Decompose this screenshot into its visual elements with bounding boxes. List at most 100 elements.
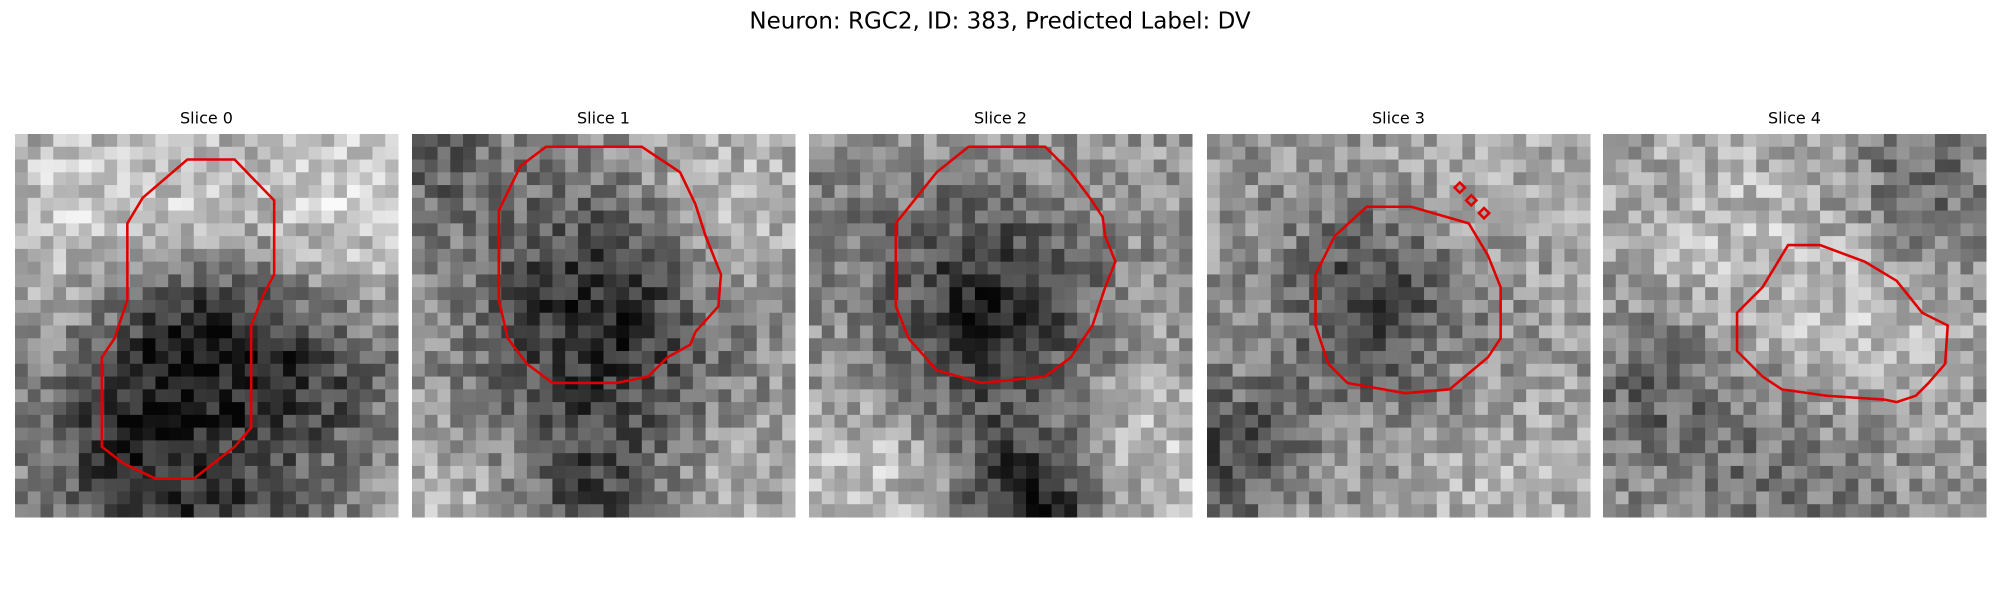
pixel: [321, 210, 335, 224]
pixel: [1449, 325, 1463, 339]
pixel: [232, 299, 246, 314]
pixel: [334, 453, 348, 467]
pixel: [1334, 440, 1348, 454]
pixel: [1513, 325, 1527, 339]
pixel: [155, 453, 169, 467]
pixel: [40, 376, 54, 390]
pixel: [270, 210, 284, 224]
pixel: [526, 453, 541, 467]
pixel: [463, 325, 477, 339]
pixel: [1807, 159, 1821, 173]
pixel: [1128, 312, 1142, 327]
pixel: [1526, 338, 1540, 352]
pixel: [1883, 159, 1898, 173]
pixel: [603, 236, 617, 250]
pixel: [1398, 159, 1412, 173]
pixel: [372, 402, 386, 416]
pixel: [1283, 363, 1297, 378]
pixel: [654, 312, 668, 327]
pixel: [1102, 402, 1116, 416]
pixel: [1245, 478, 1259, 492]
pixel: [654, 414, 668, 429]
pixel: [1258, 427, 1272, 441]
pixel: [475, 312, 490, 327]
pixel: [475, 236, 490, 250]
pixel: [718, 491, 732, 505]
pixel: [1666, 210, 1681, 224]
pixel: [1309, 197, 1323, 212]
pixel: [1858, 478, 1872, 492]
pixel: [1730, 491, 1744, 505]
pixel: [1615, 172, 1630, 186]
pixel: [1270, 389, 1285, 403]
pixel: [526, 159, 541, 173]
pixel: [1909, 287, 1923, 301]
pixel: [1896, 478, 1910, 492]
pixel: [206, 478, 220, 492]
pixel: [809, 491, 823, 505]
pixel: [1513, 351, 1527, 365]
pixel: [1258, 465, 1272, 480]
pixel: [488, 414, 502, 429]
pixel: [412, 159, 426, 173]
pixel: [91, 312, 105, 327]
pixel: [155, 465, 169, 480]
pixel: [872, 146, 887, 161]
pixel: [1500, 389, 1514, 403]
pixel: [1385, 146, 1400, 161]
pixel: [1115, 185, 1129, 199]
pixel: [193, 197, 208, 212]
pixel: [809, 299, 823, 314]
pixel: [463, 274, 477, 288]
pixel: [1179, 185, 1193, 199]
pixel: [424, 159, 439, 173]
pixel: [872, 287, 887, 301]
pixel: [1232, 389, 1246, 403]
slice-image: [1603, 134, 1987, 518]
pixel: [1845, 197, 1859, 212]
pixel: [692, 325, 707, 339]
pixel: [1641, 274, 1655, 288]
pixel: [1283, 210, 1297, 224]
pixel: [1743, 299, 1757, 314]
pixel: [1692, 504, 1706, 518]
pixel: [743, 325, 758, 339]
pixel: [1654, 223, 1668, 237]
pixel: [936, 248, 950, 263]
pixel: [1768, 312, 1783, 327]
pixel: [603, 491, 617, 505]
pixel: [1245, 236, 1259, 250]
pixel: [962, 440, 976, 454]
pixel: [1551, 465, 1565, 480]
pixel: [1615, 185, 1630, 199]
pixel: [437, 504, 451, 518]
pixel: [244, 236, 259, 250]
pixel: [78, 414, 93, 429]
pixel: [463, 376, 477, 390]
pixel: [641, 478, 656, 492]
pixel: [1654, 351, 1668, 365]
pixel: [1296, 236, 1310, 250]
pixel: [860, 159, 874, 173]
pixel: [1462, 478, 1476, 492]
pixel: [1756, 325, 1770, 339]
pixel: [1845, 465, 1859, 480]
pixel: [1896, 274, 1910, 288]
pixel: [1153, 402, 1167, 416]
pixel: [1000, 376, 1014, 390]
pixel: [1179, 338, 1193, 352]
pixel: [321, 453, 335, 467]
pixel: [1475, 491, 1489, 505]
pixel: [1577, 248, 1591, 263]
pixel: [1807, 146, 1821, 161]
pixel: [1794, 197, 1808, 212]
pixel: [1026, 197, 1040, 212]
pixel: [334, 287, 348, 301]
pixel: [577, 389, 592, 403]
pixel: [692, 453, 707, 467]
pixel: [295, 159, 310, 173]
pixel: [834, 389, 848, 403]
pixel: [1513, 287, 1527, 301]
pixel: [743, 440, 758, 454]
pixel: [129, 427, 144, 441]
